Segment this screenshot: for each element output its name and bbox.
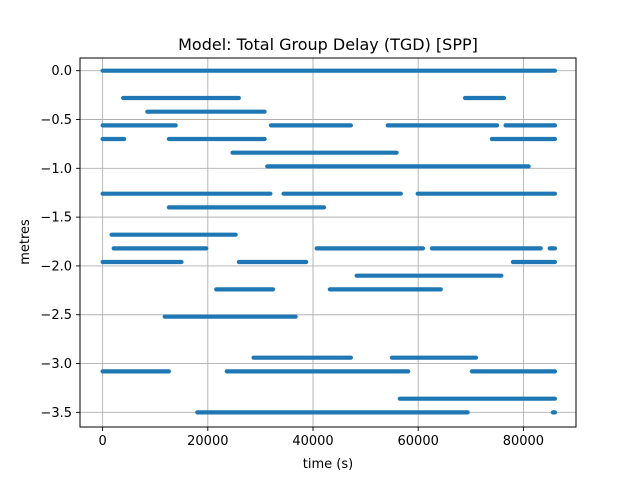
x-tick-label: 40000 bbox=[292, 434, 333, 449]
x-tick-label: 20000 bbox=[187, 434, 228, 449]
y-tick-label: 0.0 bbox=[51, 64, 72, 79]
y-tick-label: −3.5 bbox=[40, 406, 72, 421]
y-tick-label: −2.0 bbox=[40, 259, 72, 274]
y-tick-label: −1.5 bbox=[40, 211, 72, 226]
y-tick-label: −1.0 bbox=[40, 162, 72, 177]
x-tick-label: 0 bbox=[98, 434, 106, 449]
y-axis-label: metres bbox=[18, 219, 33, 265]
x-tick-label: 80000 bbox=[503, 434, 544, 449]
plot-frame bbox=[79, 57, 577, 428]
y-tick-label: −3.0 bbox=[40, 357, 72, 372]
x-tick-label: 60000 bbox=[398, 434, 439, 449]
x-axis-label: time (s) bbox=[303, 457, 353, 472]
y-tick-label: −0.5 bbox=[40, 113, 72, 128]
axis-ticks: 0 20000 40000 60000 80000 0.0 −0.5 −1.0 −1.5 −2.0… bbox=[40, 64, 544, 449]
chart-title: Model: Total Group Delay (TGD) [SPP] bbox=[178, 35, 478, 54]
data-segments bbox=[100, 68, 558, 415]
y-tick-label: −2.5 bbox=[40, 308, 72, 323]
